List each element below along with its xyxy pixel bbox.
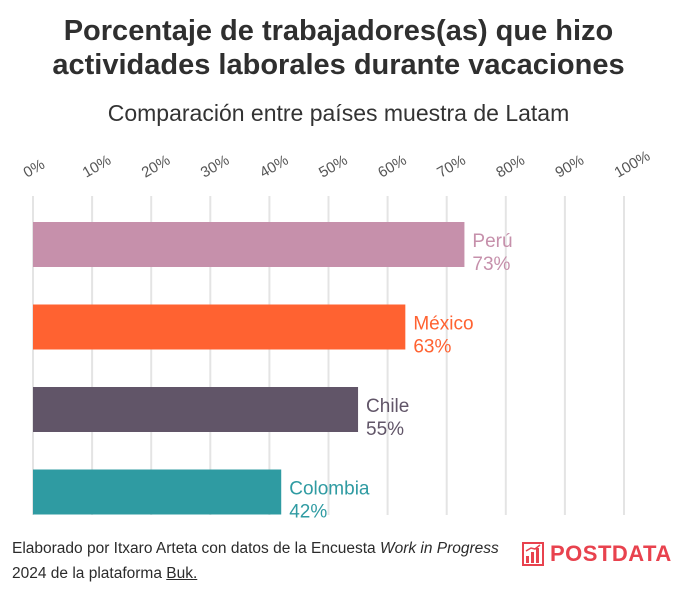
source-text-1: Elaborado por Itxaro Arteta con datos de… [12, 540, 380, 557]
chart-title: Porcentaje de trabajadores(as) que hizo … [0, 14, 677, 82]
x-tick-label: 80% [493, 152, 528, 182]
x-tick-label: 60% [375, 152, 410, 182]
bar-chart: 0% 10% 20% 30% 40% 50% 60% 70% 80% 90% 100% Perú73… [21, 148, 654, 523]
category-label: México [413, 314, 473, 335]
bars [33, 222, 465, 515]
chart-title-line-1: Porcentaje de trabajadores(as) que hizo [63, 15, 614, 47]
x-tick-label: 50% [316, 152, 351, 182]
value-label: 63% [413, 337, 451, 358]
x-tick-label: 40% [257, 152, 292, 182]
bar-chile [33, 387, 359, 432]
category-label: Perú [472, 231, 512, 252]
x-tick-label: 0% [21, 156, 48, 182]
value-label: 42% [289, 502, 327, 523]
x-tick-label: 90% [552, 152, 587, 182]
chart-title-line-2: actividades laborales durante vacaciones [52, 49, 625, 81]
category-label: Chile [366, 396, 409, 417]
bar-méxico [33, 304, 406, 350]
x-tick-label: 30% [198, 152, 233, 182]
value-label: 55% [366, 419, 404, 440]
bar-colombia [33, 469, 282, 515]
x-tick-label: 10% [80, 152, 115, 182]
x-axis-ticks: 0% 10% 20% 30% 40% 50% 60% 70% 80% 90% 100% [21, 148, 654, 182]
x-tick-label: 70% [434, 152, 469, 182]
bar-perú [33, 222, 465, 267]
category-label: Colombia [289, 479, 370, 500]
logo-text: POSTDATA [550, 541, 672, 566]
x-tick-label: 100% [612, 148, 654, 182]
source-text-2: 2024 de la plataforma [12, 565, 167, 582]
value-label: 73% [472, 254, 510, 275]
source-survey-name: Work in Progress [379, 540, 499, 557]
chart-subtitle: Comparación entre países muestra de Lata… [107, 100, 570, 126]
x-tick-label: 20% [139, 152, 174, 182]
source-note: Elaborado por Itxaro Arteta con datos de… [12, 536, 502, 586]
postdata-logo: POSTDATA [522, 541, 672, 567]
source-link[interactable]: Buk. [166, 565, 198, 582]
bar-chart-logo-icon [522, 542, 544, 566]
